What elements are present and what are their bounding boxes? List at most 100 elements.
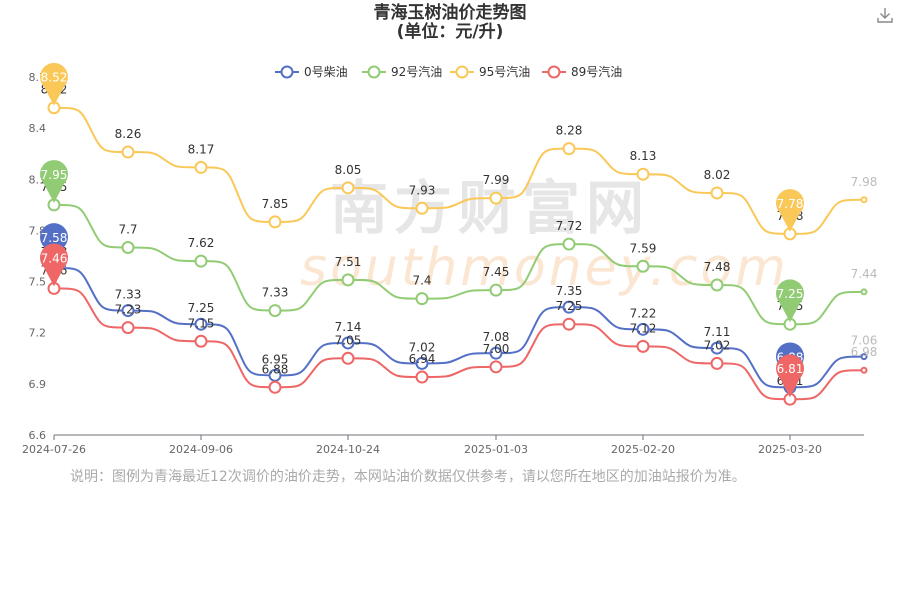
data-point [636,167,650,181]
data-point [636,339,650,353]
legend-marker-0 [280,65,294,79]
y-tick-label: 7.2 [29,327,47,340]
data-label: 7.12 [630,321,657,335]
x-tick-label: 2025-02-20 [611,443,675,456]
data-point [710,341,724,355]
series-line-2 [53,106,865,235]
data-point [710,356,724,370]
max-marker: 8.52 [39,62,69,106]
data-point [636,259,650,273]
min-marker-label: 7.78 [777,197,804,211]
x-tick-label: 2024-09-06 [169,443,233,456]
data-point [415,370,429,384]
data-point [562,317,576,331]
legend-label-3: 89号汽油 [571,64,622,79]
data-label: 7.08 [483,330,510,344]
data-label: 7.44 [851,267,878,281]
min-marker: 7.78 [776,189,805,232]
data-point [860,366,868,374]
data-point [489,191,503,205]
data-label: 8.05 [335,163,362,177]
y-tick-label: 7.5 [29,276,47,289]
data-label: 7.7 [118,223,137,237]
data-label: 8.02 [704,168,731,182]
data-point [489,360,503,374]
min-marker: 7.25 [776,279,804,323]
data-label: 7.72 [556,219,583,233]
data-label: 7.35 [556,284,583,298]
y-tick-label: 8.4 [29,122,47,135]
max-marker-label: 8.52 [41,71,68,85]
data-label: 7.15 [188,316,215,330]
legend-marker-2 [455,65,469,79]
data-point [121,321,135,335]
y-tick-label: 6.9 [29,378,47,391]
min-marker-label: 7.25 [777,287,804,301]
data-label: 7.33 [115,288,142,302]
max-marker-shape [39,62,69,106]
data-point [860,196,868,204]
max-marker: 7.46 [40,243,69,287]
data-point [341,181,355,195]
data-point [562,300,576,314]
data-label: 7.00 [483,342,510,356]
data-point [268,215,282,229]
data-point [341,336,355,350]
data-label: 6.94 [409,352,436,366]
data-point [121,241,135,254]
x-tick-label: 2024-10-24 [316,443,380,456]
data-point [268,304,282,318]
min-marker-label: 6.81 [777,362,804,376]
data-point [636,322,650,336]
data-label: 8.28 [556,124,583,138]
max-marker-label: 7.95 [41,168,68,182]
data-label: 7.33 [262,286,289,300]
data-label: 7.85 [262,197,289,211]
max-marker-shape [40,243,69,287]
data-point [194,160,208,174]
data-label: 7.06 [851,334,878,348]
data-point [415,356,429,370]
data-point [562,142,576,156]
data-point [194,334,208,348]
data-label: 7.48 [704,260,731,274]
chart-title: 青海玉树油价走势图 (单位：元/升) [0,4,900,42]
data-label: 7.14 [335,320,362,334]
data-point [341,351,355,365]
legend-marker-3 [547,65,561,79]
max-marker-shape [40,160,69,203]
series-line-0 [53,266,865,389]
data-label: 7.23 [115,303,142,317]
data-label: 7.02 [409,340,436,354]
data-point [710,186,724,200]
legend: 0号柴油 92号汽油 95号汽油 89号汽油 [275,64,622,79]
data-point [121,145,135,159]
download-icon[interactable] [876,6,894,24]
data-point [415,201,429,215]
data-label: 7.59 [630,241,657,255]
data-point [562,237,576,251]
max-marker-label: 7.46 [41,251,68,265]
min-marker-shape [776,279,804,323]
data-point [860,288,868,296]
max-marker: 7.95 [40,160,69,203]
data-point [489,346,503,360]
data-point [415,292,429,306]
x-tick-label: 2025-03-20 [758,443,822,456]
watermark-cn: 南方财富网 [330,174,650,242]
legend-marker-1 [367,65,381,79]
chart-note: 说明：图例为青海最近12次调价的油价走势，本网站油价数据仅供参考，请以您所在地区… [70,469,746,485]
data-label: 7.51 [335,255,362,269]
legend-label-0: 0号柴油 [304,65,348,79]
min-marker-shape [776,189,805,232]
chart-title-line1: 青海玉树油价走势图 [373,3,527,23]
data-label: 6.98 [851,345,878,359]
data-label: 8.17 [188,142,215,156]
legend-label-1: 92号汽油 [391,64,442,79]
min-marker-shape [776,354,804,398]
data-label: 7.05 [335,333,362,347]
x-tick-label: 2024-07-26 [22,443,86,456]
